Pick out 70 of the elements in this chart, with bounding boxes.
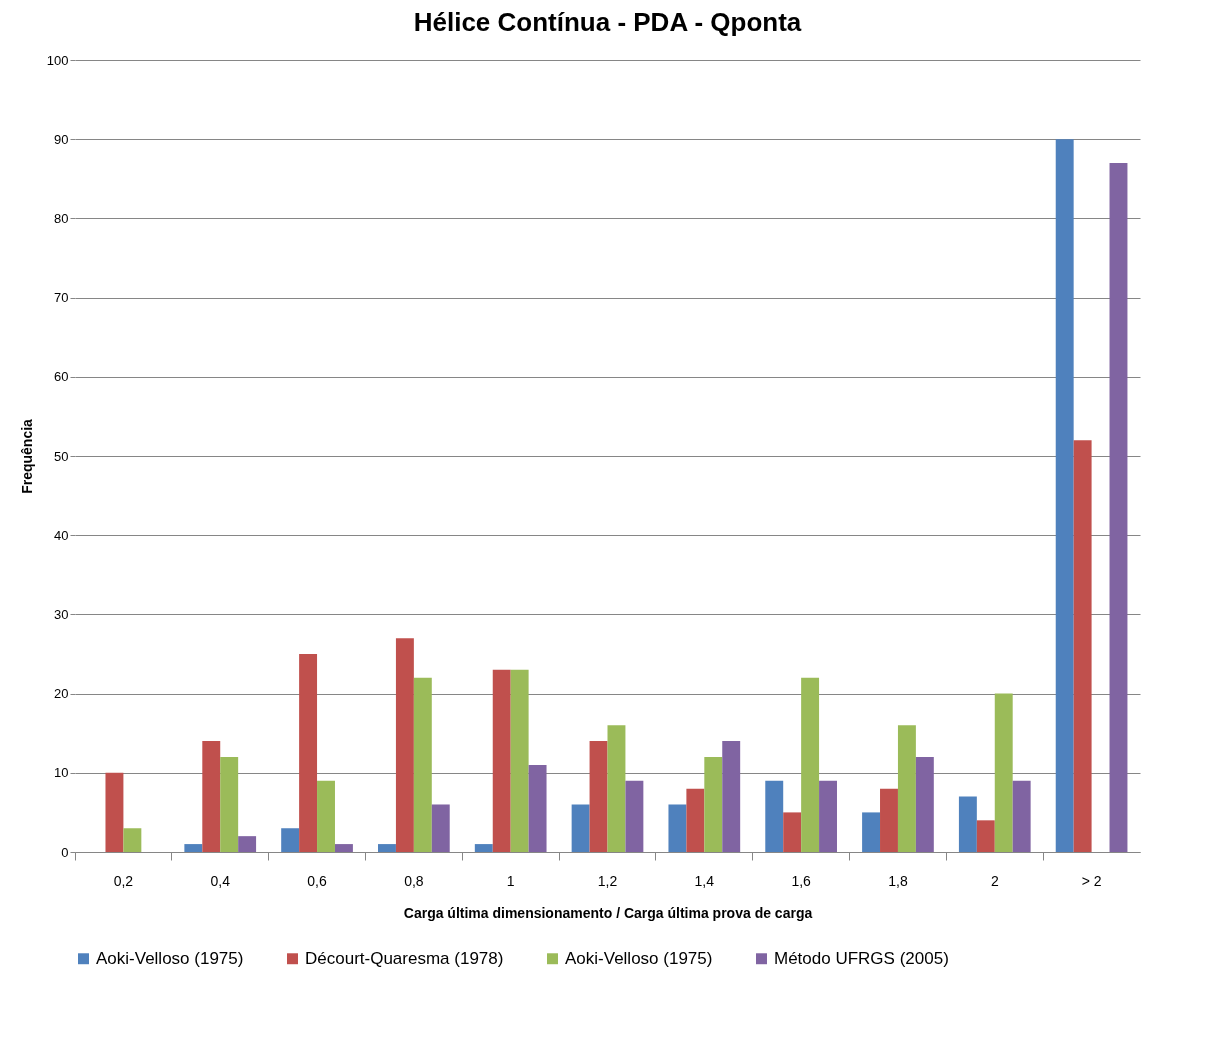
- y-tick-label: 20: [54, 686, 69, 702]
- bar: [880, 788, 898, 852]
- bar: [625, 780, 644, 852]
- x-tick-label: 0,2: [113, 872, 134, 889]
- bar: [492, 669, 511, 852]
- x-tick-label: 2: [990, 872, 999, 889]
- bar: [668, 804, 687, 852]
- bar: [202, 741, 221, 852]
- bar: [431, 804, 450, 852]
- y-tick-label: 100: [46, 52, 69, 68]
- bar: [395, 638, 414, 852]
- y-tick-label: 40: [54, 527, 69, 543]
- x-tick-label: 1,2: [597, 872, 618, 889]
- bar: [862, 812, 881, 852]
- x-tick-label: 1,4: [694, 872, 715, 889]
- bar: [334, 844, 353, 852]
- x-tick-label: 1,8: [888, 872, 908, 889]
- y-tick-label: 90: [54, 131, 69, 147]
- bar: [184, 844, 203, 852]
- bar: [722, 741, 741, 852]
- bar: [220, 756, 239, 852]
- x-tick-label: > 2: [1081, 872, 1102, 889]
- bar: [607, 725, 626, 852]
- bar: [704, 756, 723, 852]
- bar: [528, 764, 547, 852]
- y-tick-label: 30: [54, 606, 69, 622]
- y-tick-label: 80: [54, 210, 69, 226]
- x-tick-label: 0,4: [210, 872, 231, 889]
- bar: [1073, 440, 1092, 852]
- y-axis-title: Frequência: [18, 418, 35, 494]
- y-tick-label: 10: [54, 765, 69, 781]
- bar: [474, 844, 493, 852]
- legend-label: Aoki-Velloso (1975): [96, 948, 244, 968]
- x-tick-label: 1: [506, 872, 515, 889]
- bar: [994, 693, 1013, 852]
- x-tick-label: 0,8: [404, 872, 424, 889]
- bar: [238, 836, 257, 852]
- bar: [510, 669, 529, 852]
- legend-label: Aoki-Velloso (1975): [565, 948, 713, 968]
- chart-title: Hélice Contínua - PDA - Qponta: [413, 7, 802, 37]
- legend-label: Décourt-Quaresma (1978): [305, 948, 504, 968]
- bar: [801, 677, 820, 852]
- y-tick-label: 70: [54, 290, 69, 306]
- bar: [571, 804, 590, 852]
- bar: [378, 844, 396, 852]
- bar: [413, 677, 432, 852]
- bar: [976, 820, 995, 852]
- x-tick-label: 1,6: [791, 872, 812, 889]
- bar: [897, 725, 916, 852]
- bar: [281, 828, 300, 852]
- x-tick-label: 0,6: [307, 872, 327, 889]
- bar: [915, 756, 934, 852]
- bar: [317, 780, 335, 852]
- bar: [105, 772, 124, 852]
- legend-label: Método UFRGS (2005): [774, 948, 949, 968]
- bar: [686, 788, 705, 852]
- y-tick-label: 50: [54, 448, 69, 464]
- bar: [1109, 162, 1128, 852]
- y-tick-label: 0: [61, 844, 69, 860]
- bar: [1055, 139, 1074, 852]
- bar: [589, 741, 608, 852]
- bar: [958, 796, 977, 852]
- bar: [765, 780, 784, 852]
- bar: [123, 828, 142, 852]
- bar: [819, 780, 837, 852]
- bar: [1012, 780, 1031, 852]
- x-axis-title: Carga última dimensionamento / Carga última prova de carga: [403, 904, 813, 921]
- bar: [299, 654, 318, 852]
- bar: [783, 812, 802, 852]
- y-tick-label: 60: [54, 369, 69, 385]
